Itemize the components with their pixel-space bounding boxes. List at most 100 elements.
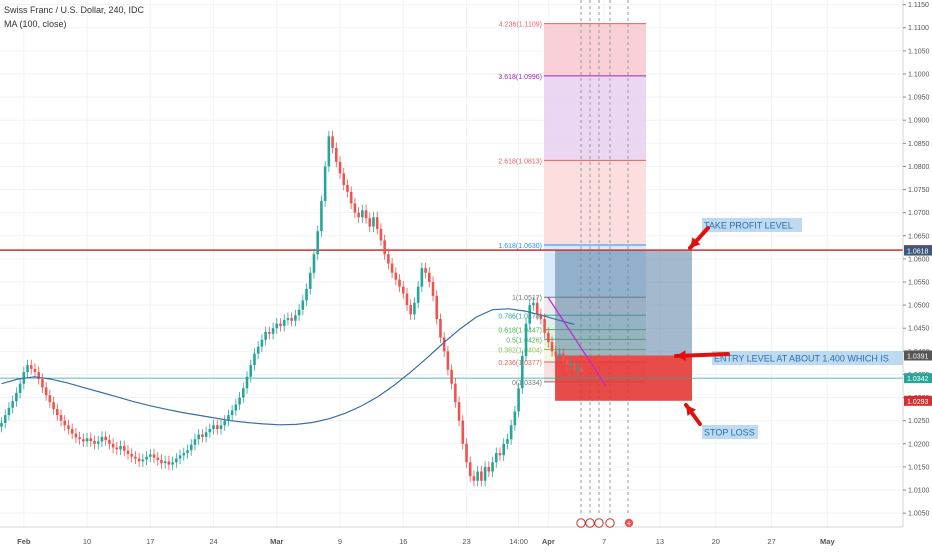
candle-body bbox=[275, 323, 279, 329]
price-axis-label: 1.0750 bbox=[908, 187, 930, 194]
time-axis-label: 9 bbox=[338, 537, 342, 546]
candle-body bbox=[111, 443, 115, 448]
candle-body bbox=[335, 147, 338, 162]
candle-body bbox=[11, 401, 14, 408]
candle-body bbox=[342, 173, 346, 185]
candle-body bbox=[156, 457, 160, 460]
candle-body bbox=[394, 272, 398, 280]
candle-body bbox=[420, 268, 424, 287]
candle-body bbox=[413, 302, 416, 315]
candle-body bbox=[294, 315, 297, 321]
candle-body bbox=[282, 319, 286, 326]
annotation-arrowhead bbox=[686, 405, 696, 416]
candle-body bbox=[230, 410, 234, 416]
candle-body bbox=[26, 365, 29, 373]
candle-body bbox=[7, 407, 11, 416]
candle-body bbox=[59, 415, 63, 421]
candle-body bbox=[509, 425, 513, 440]
price-axis-label: 1.1150 bbox=[908, 2, 929, 9]
candle-body bbox=[487, 466, 491, 472]
candle-body bbox=[141, 459, 145, 462]
candle-body bbox=[3, 415, 7, 423]
candle-body bbox=[580, 367, 584, 373]
candle-body bbox=[245, 376, 249, 389]
candle-body bbox=[494, 453, 498, 463]
fib-level-label: 0.618(1.0447) bbox=[498, 328, 542, 335]
candle-body bbox=[152, 454, 156, 458]
candle-body bbox=[167, 461, 171, 465]
candle-body bbox=[163, 461, 167, 464]
annotation-arrowhead bbox=[690, 237, 701, 248]
price-axis-label: 1.0050 bbox=[908, 511, 930, 518]
candle-body bbox=[70, 428, 74, 434]
candle-body bbox=[535, 302, 539, 315]
price-label-text: 1.0342 bbox=[907, 376, 929, 383]
candle-body bbox=[543, 318, 546, 333]
candle-body bbox=[18, 383, 22, 393]
price-axis-label: 1.0500 bbox=[908, 303, 930, 310]
candle-body bbox=[215, 425, 219, 429]
candle-body bbox=[435, 295, 439, 319]
candle-body bbox=[320, 201, 323, 232]
fib-level-label: 2.618(1.0813) bbox=[498, 158, 542, 165]
candle-body bbox=[506, 439, 509, 444]
candle-body bbox=[312, 254, 316, 273]
price-axis-label: 1.0900 bbox=[908, 118, 930, 125]
take-profit-zone bbox=[555, 250, 692, 356]
candle-body bbox=[442, 337, 446, 352]
fib-level-label: 3.618(1.0996) bbox=[498, 74, 542, 81]
time-axis-label: 20 bbox=[712, 537, 720, 546]
price-axis-label: 1.0200 bbox=[908, 441, 930, 448]
candle-body bbox=[316, 231, 319, 255]
price-axis-panel bbox=[903, 0, 932, 550]
add-event-icon: + bbox=[627, 519, 632, 528]
candle-body bbox=[189, 444, 193, 451]
candle-body bbox=[461, 420, 465, 444]
candle-body bbox=[204, 432, 208, 437]
candle-body bbox=[208, 428, 212, 433]
candle-body bbox=[44, 387, 48, 396]
time-axis-label: May bbox=[820, 537, 835, 546]
candle-body bbox=[331, 136, 334, 148]
fib-level-label: 4.236(1.1109) bbox=[499, 22, 542, 29]
candle-body bbox=[439, 318, 442, 338]
candle-body bbox=[539, 314, 543, 319]
candle-body bbox=[130, 453, 133, 457]
time-axis-label: 17 bbox=[146, 537, 154, 546]
candle-body bbox=[346, 184, 349, 192]
note-text: ENTRY LEVEL AT ABOUT 1.400 WHICH IS bbox=[714, 354, 889, 364]
candle-body bbox=[561, 353, 565, 361]
candle-body bbox=[264, 331, 267, 340]
candle-body bbox=[301, 300, 305, 310]
candle-body bbox=[89, 438, 93, 442]
candle-body bbox=[446, 351, 450, 370]
candle-body bbox=[383, 240, 386, 255]
candle-body bbox=[361, 210, 364, 218]
candle-body bbox=[401, 286, 405, 294]
price-label-text: 1.0293 bbox=[907, 399, 929, 406]
candle-body bbox=[63, 420, 67, 426]
price-axis-label: 1.0950 bbox=[908, 95, 930, 102]
candle-body bbox=[219, 425, 223, 429]
price-axis-label: 1.0250 bbox=[908, 418, 930, 425]
candle-body bbox=[327, 136, 331, 167]
fib-level-label: 0.236(1.0377) bbox=[498, 360, 542, 367]
candle-body bbox=[308, 272, 312, 289]
candle-body bbox=[279, 323, 282, 326]
candle-body bbox=[67, 425, 70, 429]
candle-body bbox=[390, 263, 394, 273]
candle-body bbox=[78, 437, 81, 440]
candle-body bbox=[249, 365, 253, 377]
price-label-box bbox=[904, 373, 932, 384]
candle-body bbox=[48, 395, 52, 403]
candle-body bbox=[100, 436, 104, 442]
moving-average-line bbox=[1, 308, 575, 426]
candle-body bbox=[476, 471, 479, 481]
candle-body bbox=[122, 446, 126, 451]
candle-body bbox=[424, 268, 427, 273]
price-axis-label: 1.0100 bbox=[908, 488, 930, 495]
candle-body bbox=[134, 456, 137, 459]
candle-body bbox=[524, 323, 528, 356]
